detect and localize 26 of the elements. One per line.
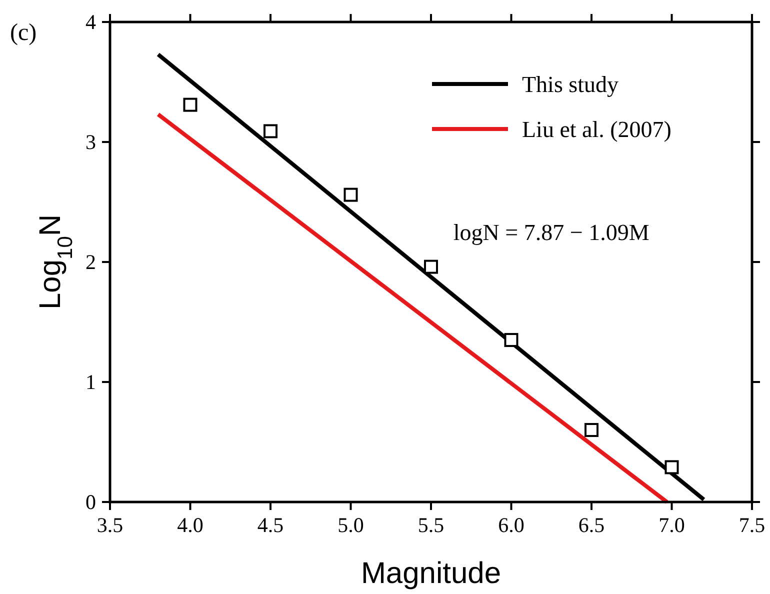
point bbox=[664, 460, 679, 474]
x-tick-label: 7.5 bbox=[738, 513, 766, 537]
x-tick-label: 4.5 bbox=[257, 513, 284, 537]
x-tick-label: 4.0 bbox=[177, 513, 204, 537]
legend-label: Liu et al. (2007) bbox=[522, 117, 672, 142]
x-tick-label: 3.5 bbox=[96, 513, 124, 537]
point bbox=[264, 124, 278, 138]
text: (c) bbox=[10, 20, 37, 46]
y-tick-label: 2 bbox=[86, 250, 96, 274]
y-tick-label: 4 bbox=[86, 10, 96, 34]
y-tick-label: 3 bbox=[86, 130, 96, 154]
point bbox=[183, 98, 198, 112]
point bbox=[504, 333, 518, 347]
y-tick-label: 1 bbox=[86, 370, 96, 394]
x-tick-label: 5.5 bbox=[418, 513, 444, 537]
point bbox=[344, 188, 358, 202]
point bbox=[424, 260, 438, 274]
annotation: logN = 7.87 − 1.09M bbox=[453, 220, 650, 245]
x-tick-label: 7.0 bbox=[658, 513, 685, 537]
x-tick-label: 6.5 bbox=[578, 513, 605, 537]
y-tick-label: 0 bbox=[86, 490, 96, 514]
x-axis-title: Magnitude bbox=[360, 557, 502, 590]
x-tick-label: 5.0 bbox=[338, 513, 364, 537]
legend-label: This study bbox=[522, 72, 619, 97]
x-tick-label: 6.0 bbox=[498, 513, 524, 537]
point bbox=[584, 423, 598, 437]
